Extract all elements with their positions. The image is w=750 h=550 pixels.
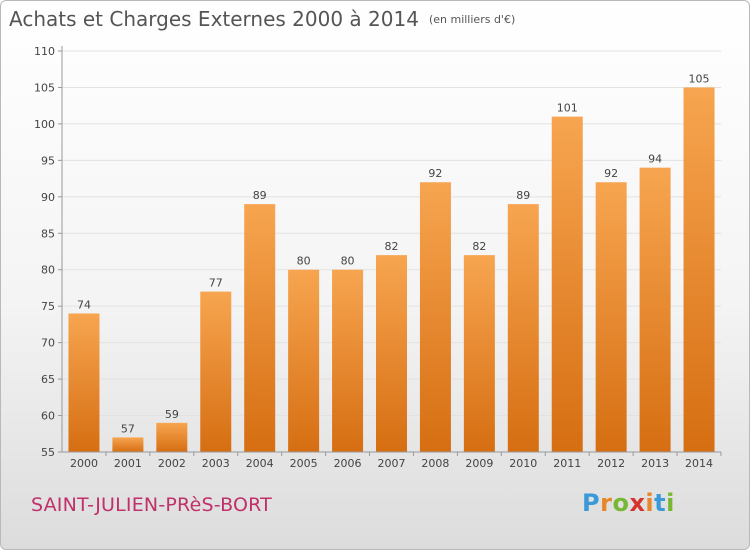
data-label: 94 bbox=[648, 153, 662, 166]
x-tick-label: 2002 bbox=[158, 457, 186, 470]
bar bbox=[332, 269, 364, 452]
data-label: 57 bbox=[121, 422, 135, 435]
x-tick-label: 2000 bbox=[70, 457, 98, 470]
y-tick-label: 70 bbox=[41, 337, 55, 350]
x-tick-label: 2012 bbox=[597, 457, 625, 470]
bars bbox=[68, 87, 715, 453]
data-label: 82 bbox=[385, 240, 399, 253]
logo-letter: x bbox=[629, 489, 646, 517]
logo-letter: t bbox=[654, 489, 667, 517]
y-tick-label: 65 bbox=[41, 373, 55, 386]
logo-letter: r bbox=[600, 489, 613, 517]
x-tick-label: 2007 bbox=[378, 457, 406, 470]
bar bbox=[244, 204, 276, 452]
y-tick-label: 75 bbox=[41, 300, 55, 313]
bar bbox=[376, 255, 407, 452]
data-label: 92 bbox=[604, 167, 618, 180]
bar bbox=[639, 167, 671, 452]
logo-letter: i bbox=[645, 489, 655, 517]
bar bbox=[419, 182, 451, 452]
x-tick-label: 2011 bbox=[553, 457, 581, 470]
bar bbox=[200, 291, 232, 452]
y-tick-label: 100 bbox=[34, 118, 55, 131]
x-tick-label: 2014 bbox=[685, 457, 713, 470]
data-label: 101 bbox=[557, 102, 578, 115]
data-label: 74 bbox=[77, 298, 91, 311]
logo-letter: i bbox=[666, 489, 675, 517]
y-tick-label: 110 bbox=[34, 45, 55, 58]
bar bbox=[112, 437, 144, 452]
logo-letter: P bbox=[582, 489, 601, 517]
proxiti-logo: Proxiti bbox=[582, 489, 675, 517]
bar bbox=[507, 204, 539, 452]
bar bbox=[595, 182, 627, 452]
y-tick-label: 105 bbox=[34, 81, 55, 94]
x-tick-label: 2009 bbox=[465, 457, 493, 470]
data-label: 92 bbox=[428, 167, 442, 180]
y-tick-label: 85 bbox=[41, 227, 55, 240]
x-tick-label: 2003 bbox=[202, 457, 230, 470]
bar bbox=[68, 313, 100, 452]
logo-letter: o bbox=[612, 489, 630, 517]
axes bbox=[58, 46, 722, 456]
chart-unit: (en milliers d'€) bbox=[428, 13, 516, 26]
x-tick-label: 2004 bbox=[246, 457, 274, 470]
data-label: 77 bbox=[209, 277, 223, 290]
chart-title: Achats et Charges Externes 2000 à 2014 (e… bbox=[9, 7, 515, 31]
data-label: 80 bbox=[341, 255, 355, 268]
data-label: 80 bbox=[297, 255, 311, 268]
labels: 55 60 65 70 75 80 85 90 95 100 105 110 74 2000 57 2001 5… bbox=[34, 45, 713, 470]
data-label: 82 bbox=[472, 240, 486, 253]
y-tick-label: 80 bbox=[41, 264, 55, 277]
data-label: 89 bbox=[253, 189, 267, 202]
x-tick-label: 2010 bbox=[509, 457, 537, 470]
data-label: 89 bbox=[516, 189, 530, 202]
y-tick-label: 55 bbox=[41, 446, 55, 459]
bar bbox=[683, 87, 715, 453]
data-label: 59 bbox=[165, 408, 179, 421]
x-tick-label: 2013 bbox=[641, 457, 669, 470]
y-tick-label: 95 bbox=[41, 154, 55, 167]
chart-title-text: Achats et Charges Externes 2000 à 2014 bbox=[9, 7, 419, 31]
x-tick-label: 2008 bbox=[421, 457, 449, 470]
y-tick-label: 90 bbox=[41, 191, 55, 204]
x-tick-label: 2001 bbox=[114, 457, 142, 470]
bar bbox=[156, 422, 188, 452]
x-tick-label: 2005 bbox=[290, 457, 318, 470]
data-label: 105 bbox=[689, 72, 710, 85]
y-tick-label: 60 bbox=[41, 410, 55, 423]
x-tick-label: 2006 bbox=[334, 457, 362, 470]
commune-name: SAINT-JULIEN-PRèS-BORT bbox=[31, 494, 272, 516]
bar bbox=[551, 116, 583, 453]
bar bbox=[463, 255, 495, 452]
bar bbox=[288, 269, 320, 452]
